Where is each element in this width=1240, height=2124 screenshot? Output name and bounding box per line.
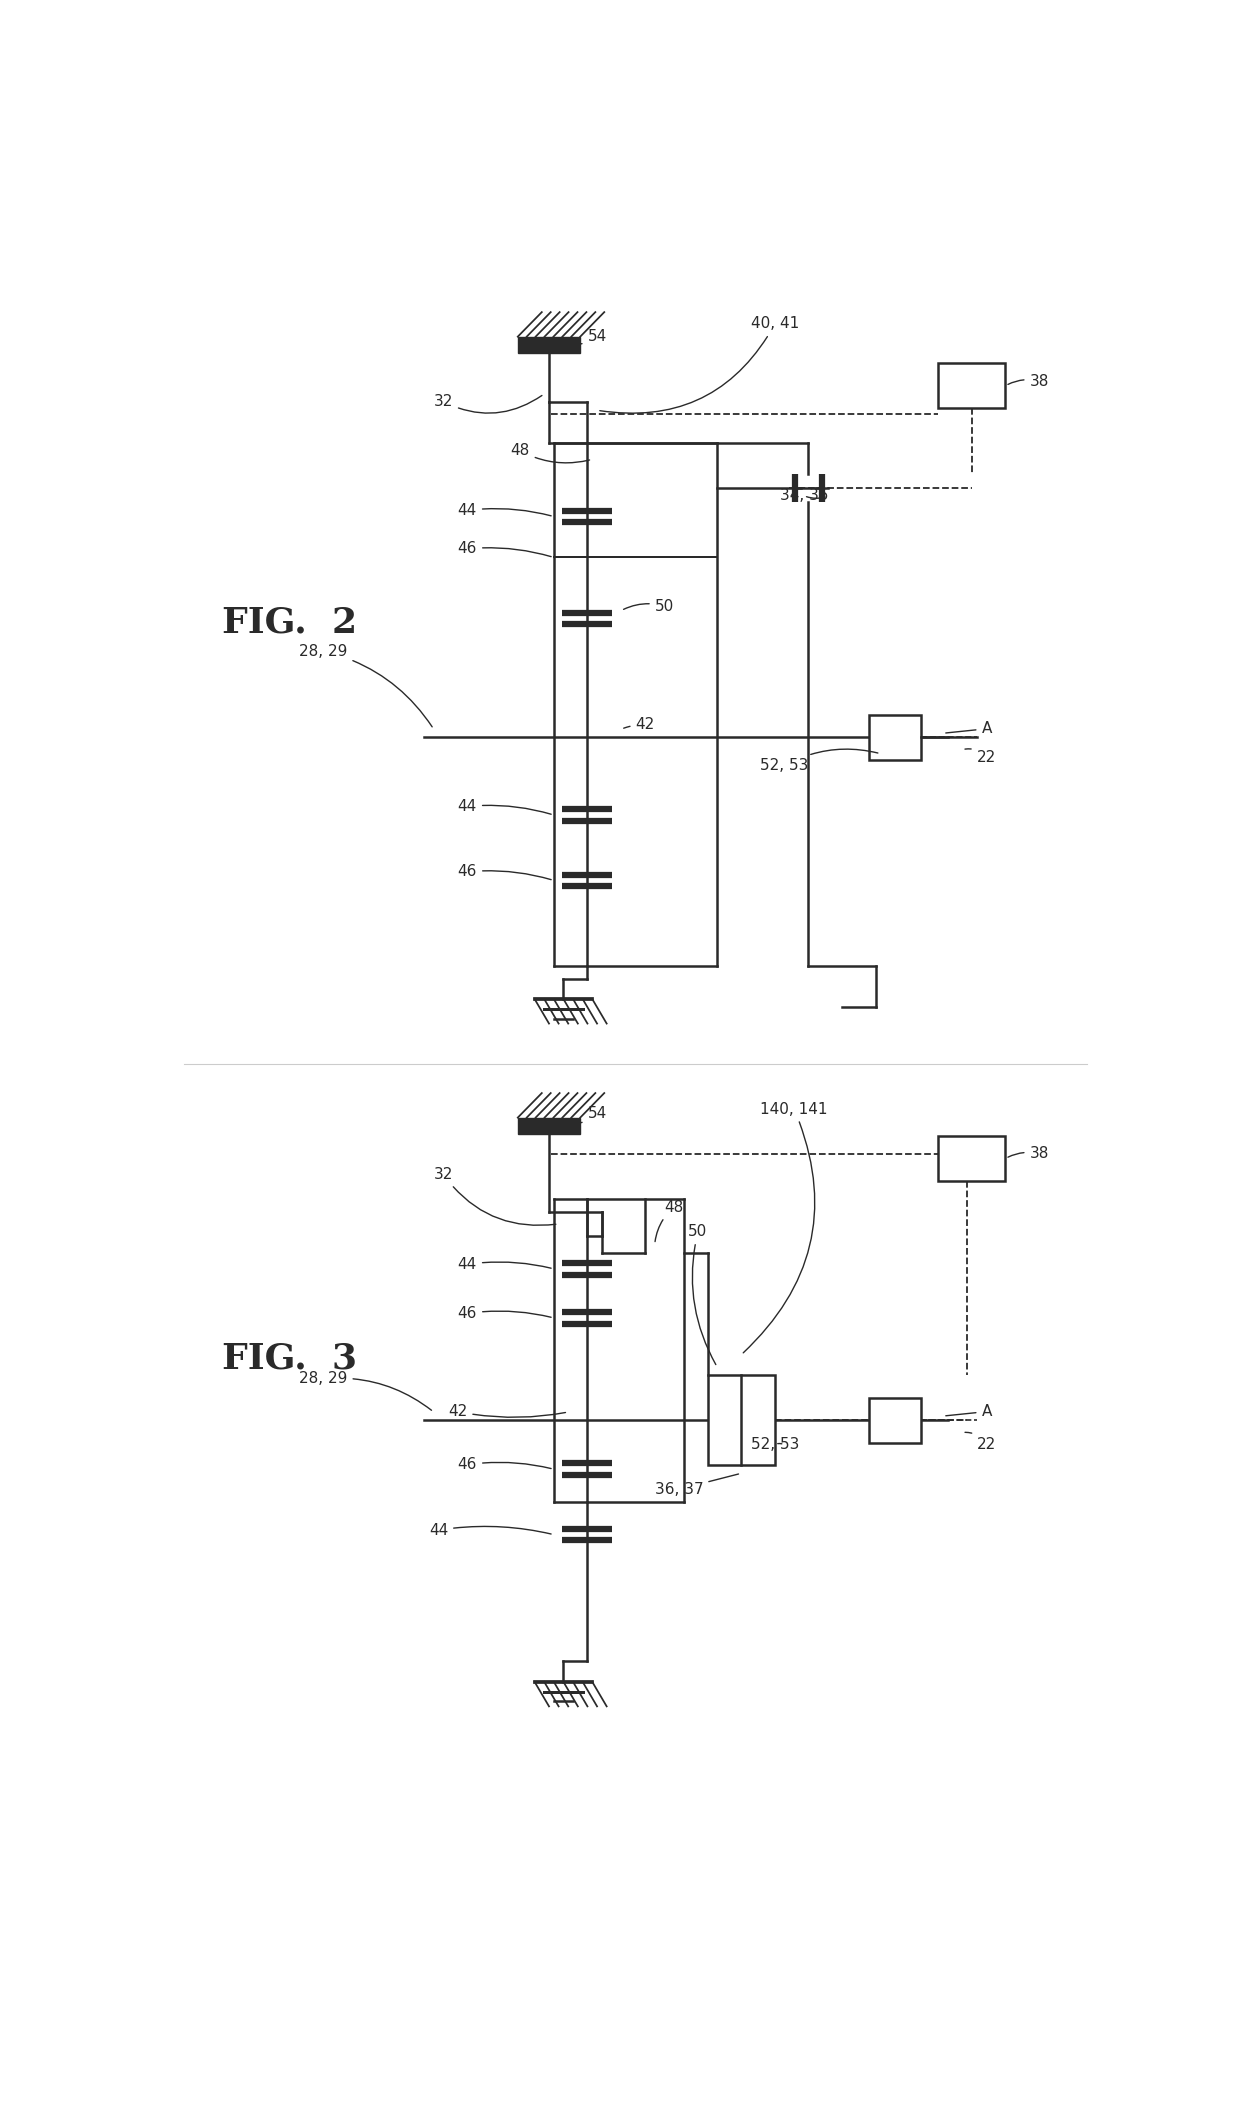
Text: 46: 46 — [458, 1457, 551, 1472]
Text: 54: 54 — [562, 1107, 606, 1124]
Text: 34, 35: 34, 35 — [780, 489, 828, 503]
Text: 22: 22 — [965, 1432, 996, 1453]
Text: 140, 141: 140, 141 — [743, 1102, 828, 1353]
Text: 42: 42 — [624, 718, 655, 733]
Text: 48: 48 — [511, 444, 589, 463]
Bar — [868, 716, 921, 760]
Polygon shape — [518, 1117, 580, 1134]
Bar — [708, 1374, 775, 1466]
Text: 46: 46 — [458, 542, 551, 556]
Text: 48: 48 — [655, 1200, 683, 1243]
Text: 38: 38 — [1008, 1147, 1049, 1162]
Text: FIG.  3: FIG. 3 — [222, 1342, 357, 1376]
Text: 32: 32 — [434, 395, 542, 414]
Text: 28, 29: 28, 29 — [299, 1372, 432, 1410]
Text: A: A — [946, 1404, 992, 1419]
Bar — [939, 1136, 1006, 1181]
Text: 40, 41: 40, 41 — [600, 316, 799, 414]
Text: 44: 44 — [458, 799, 551, 813]
Bar — [868, 1398, 921, 1442]
Text: 32: 32 — [434, 1166, 556, 1226]
Text: 46: 46 — [458, 864, 551, 879]
Text: 22: 22 — [965, 750, 996, 765]
Text: 52, 53: 52, 53 — [760, 750, 878, 773]
Text: 50: 50 — [688, 1223, 715, 1364]
Text: A: A — [946, 722, 992, 737]
Text: 44: 44 — [458, 503, 551, 518]
Text: FIG.  2: FIG. 2 — [222, 605, 357, 639]
Text: 46: 46 — [458, 1306, 551, 1321]
Text: 44: 44 — [429, 1523, 551, 1538]
Bar — [939, 363, 1006, 408]
Text: 52, 53: 52, 53 — [751, 1436, 800, 1453]
Text: 36, 37: 36, 37 — [655, 1474, 739, 1497]
Text: 44: 44 — [458, 1257, 551, 1272]
Text: 54: 54 — [562, 329, 606, 344]
Text: 50: 50 — [624, 599, 675, 614]
Text: 42: 42 — [448, 1404, 565, 1419]
Polygon shape — [518, 336, 580, 353]
Text: 38: 38 — [1008, 374, 1049, 389]
Text: 28, 29: 28, 29 — [299, 644, 433, 726]
